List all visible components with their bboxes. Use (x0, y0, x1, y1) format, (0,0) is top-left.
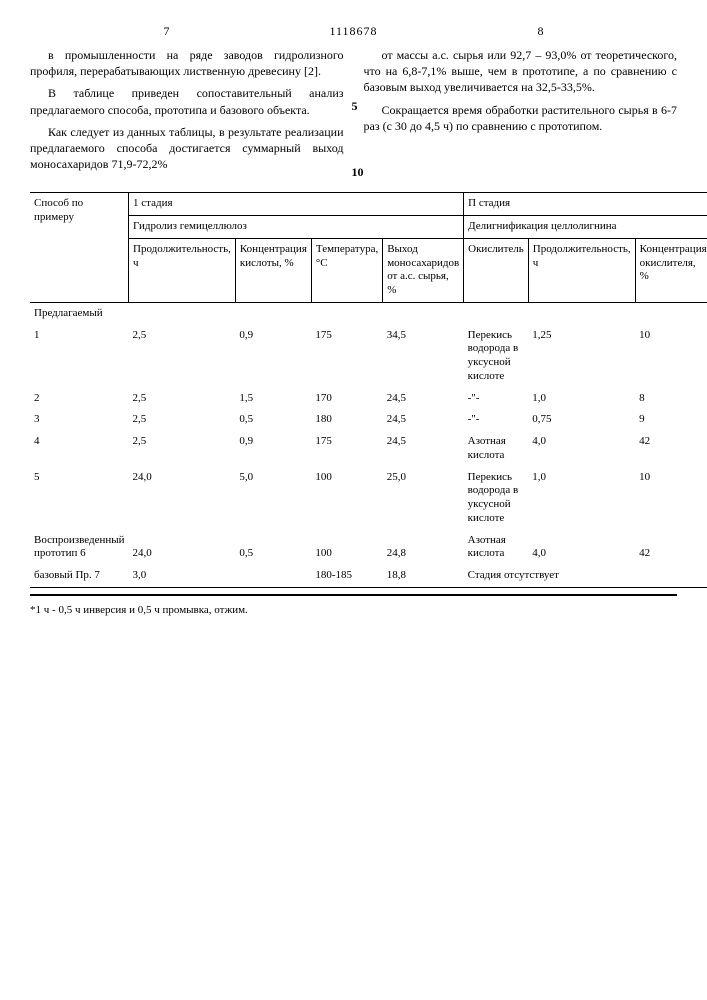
cell-oxid: Азотная кислота (464, 431, 529, 467)
paragraph: Сокращается время обработки растительног… (364, 102, 678, 134)
table-row: базовый Пр. 7 3,0 180-185 18,8 Стадия от… (30, 565, 707, 587)
line-number: 10 (352, 165, 364, 180)
cell-dur2: 1,0 (528, 388, 635, 410)
th-oxidizer: Окислитель (464, 238, 529, 302)
cell-dur2: 4,0 (528, 530, 635, 566)
cell-dur: 3,0 (129, 565, 236, 587)
group-prototype: Воспроизведенный прототип 6 (30, 530, 129, 566)
cell-n: 1 (30, 325, 129, 388)
table-row: Воспроизведенный прототип 6 24,0 0,5 100… (30, 530, 707, 566)
cell-conc2: 42 (635, 431, 707, 467)
cell-dur: 2,5 (129, 325, 236, 388)
cell-dur: 2,5 (129, 431, 236, 467)
cell-acid: 0,9 (235, 431, 311, 467)
cell-temp: 180 (311, 409, 382, 431)
cell-dur: 24,0 (129, 530, 236, 566)
th-duration: Продолжительность, ч (129, 238, 236, 302)
cell-temp: 100 (311, 467, 382, 530)
table-row: 1 2,5 0,9 175 34,5 Перекись водорода в у… (30, 325, 707, 388)
cell-yield: 24,5 (383, 388, 464, 410)
page-num-left: 7 (164, 24, 170, 39)
cell-yield: 25,0 (383, 467, 464, 530)
th-temp: Температура, °С (311, 238, 382, 302)
table-row: 3 2,5 0,5 180 24,5 -"- 0,75 9 (30, 409, 707, 431)
right-column: 5 10 от массы а.с. сырья или 92,7 – 93,0… (364, 47, 678, 178)
cell-acid: 1,5 (235, 388, 311, 410)
page-num-right: 8 (537, 24, 543, 39)
cell-conc2: 42 (635, 530, 707, 566)
th-stage2: П стадия (464, 193, 707, 216)
body-columns: в промышленности на ряде заводов гидроли… (30, 47, 677, 178)
cell-yield: 34,5 (383, 325, 464, 388)
th-stage1-sub: Гидролиз гемицеллюлоз (129, 216, 464, 239)
cell-oxid: -"- (464, 388, 529, 410)
cell-n: 4 (30, 431, 129, 467)
group-proposed: Предлагаемый (30, 302, 707, 324)
paragraph: от массы а.с. сырья или 92,7 – 93,0% от … (364, 47, 678, 96)
cell-temp: 100 (311, 530, 382, 566)
cell-acid: 5,0 (235, 467, 311, 530)
cell-dur2: 1,0 (528, 467, 635, 530)
th-duration2: Продолжительность, ч (528, 238, 635, 302)
table-end-rule (30, 594, 677, 596)
cell-dur: 2,5 (129, 388, 236, 410)
cell-oxid: Азотная кислота (464, 530, 529, 566)
cell-dur2: 0,75 (528, 409, 635, 431)
table-row: 4 2,5 0,9 175 24,5 Азотная кислота 4,0 4… (30, 431, 707, 467)
cell-dur: 2,5 (129, 409, 236, 431)
line-number: 5 (352, 99, 358, 114)
th-stage2-sub: Делигнификация целлолигнина (464, 216, 707, 239)
th-conc2: Концентрация окислителя, % (635, 238, 707, 302)
cell-yield: 18,8 (383, 565, 464, 587)
left-column: в промышленности на ряде заводов гидроли… (30, 47, 344, 178)
cell-yield: 24,5 (383, 431, 464, 467)
doc-id: 1118678 (329, 24, 377, 39)
cell-oxid: Перекись водорода в уксусной кислоте (464, 467, 529, 530)
cell-oxid: Перекись водорода в уксусной кислоте (464, 325, 529, 388)
paragraph: В таблице приведен сопоставительный анал… (30, 85, 344, 117)
cell-temp: 180-185 (311, 565, 382, 587)
cell-temp: 170 (311, 388, 382, 410)
cell-conc2: 9 (635, 409, 707, 431)
cell-conc2: 10 (635, 467, 707, 530)
paragraph: Как следует из данных таблицы, в результ… (30, 124, 344, 173)
cell-acid: 0,5 (235, 409, 311, 431)
cell-dur: 24,0 (129, 467, 236, 530)
th-stage1: 1 стадия (129, 193, 464, 216)
cell-yield: 24,5 (383, 409, 464, 431)
cell-acid: 0,9 (235, 325, 311, 388)
cell-dur2: 1,25 (528, 325, 635, 388)
cell-conc2: 8 (635, 388, 707, 410)
cell-oxid: -"- (464, 409, 529, 431)
cell-yield: 24,8 (383, 530, 464, 566)
cell-n: 2 (30, 388, 129, 410)
cell-absent: Стадия отсутствует (464, 565, 707, 587)
cell-n: 3 (30, 409, 129, 431)
table-row: 2 2,5 1,5 170 24,5 -"- 1,0 8 (30, 388, 707, 410)
cell-conc2: 10 (635, 325, 707, 388)
cell-acid: 0,5 (235, 530, 311, 566)
th-yield: Выход моносахаридов от а.с. сырья, % (383, 238, 464, 302)
page-header: 7 1118678 8 (30, 24, 677, 39)
cell-temp: 175 (311, 325, 382, 388)
cell-n: 5 (30, 467, 129, 530)
group-base: базовый Пр. 7 (30, 565, 129, 587)
table-row: 5 24,0 5,0 100 25,0 Перекись водорода в … (30, 467, 707, 530)
cell-dur2: 4,0 (528, 431, 635, 467)
cell-acid (235, 565, 311, 587)
th-acid: Концентрация кислоты, % (235, 238, 311, 302)
footnote: *1 ч - 0,5 ч инверсия и 0,5 ч промывка, … (30, 604, 677, 616)
paragraph: в промышленности на ряде заводов гидроли… (30, 47, 344, 79)
th-method: Способ по примеру (30, 193, 129, 303)
cell-temp: 175 (311, 431, 382, 467)
comparison-table: Способ по примеру 1 стадия П стадия Гидр… (30, 192, 707, 588)
